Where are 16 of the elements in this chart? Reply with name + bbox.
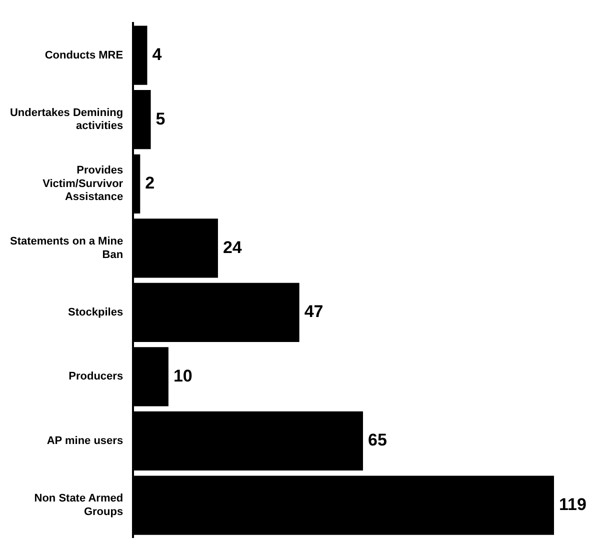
data-label: 5 — [156, 109, 166, 128]
data-label: 10 — [173, 366, 192, 386]
data-label: 24 — [222, 238, 242, 257]
data-label: 65 — [368, 430, 387, 450]
y-tick-label: Undertakes Demining activities — [10, 107, 124, 132]
y-tick-label: Provides Victim/Survivor Assistance — [42, 164, 124, 204]
data-label: 2 — [145, 174, 155, 193]
y-tick-label: Non State Armed Groups — [34, 492, 124, 518]
y-tick-label: Statements on a Mine Ban — [10, 236, 124, 261]
data-label: 47 — [304, 302, 324, 322]
y-tick-label: Stockpiles — [68, 306, 124, 318]
y-tick-label: Producers — [68, 370, 124, 383]
y-tick-label: Conducts MRE — [44, 49, 124, 62]
y-tick-label: AP mine users — [46, 435, 124, 448]
data-label: 119 — [559, 494, 586, 514]
data-label: 4 — [152, 45, 162, 64]
